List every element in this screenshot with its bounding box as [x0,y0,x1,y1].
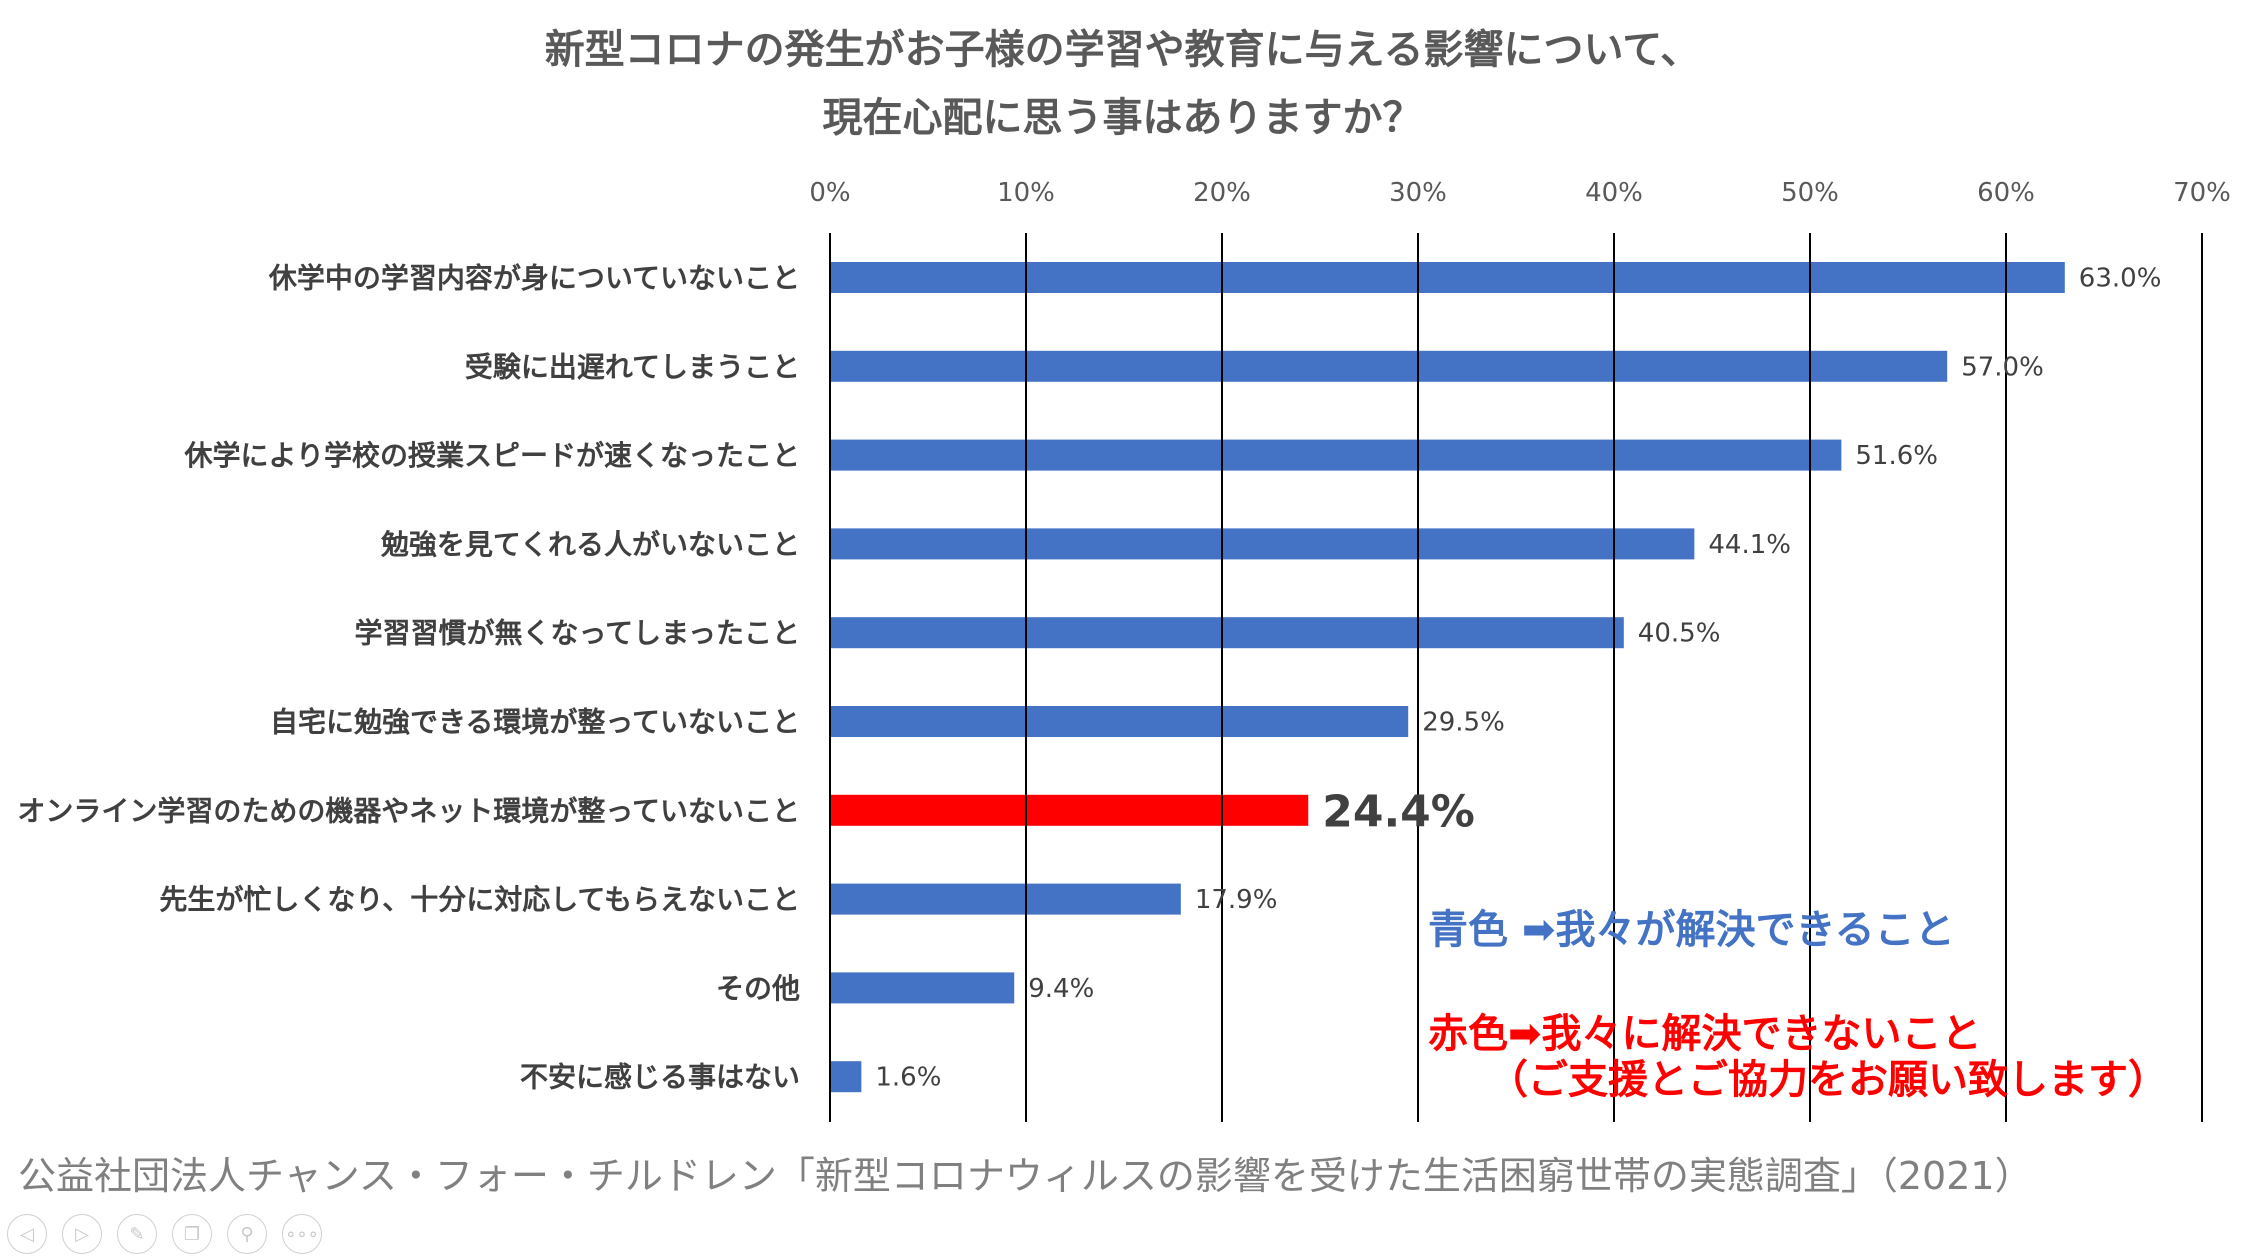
zoom-button[interactable]: ⚲ [227,1214,267,1254]
x-tick-label: 30% [1389,178,1447,208]
category-label: 休学中の学習内容が身についていないこと [268,262,800,295]
x-tick-label: 20% [1193,178,1251,208]
x-tick-label: 40% [1585,178,1643,208]
bar-3 [830,439,1842,471]
value-label: 24.4% [1322,786,1475,837]
chart-title-line1: 新型コロナの発生がお子様の学習や教育に与える影響について、 [544,27,1701,73]
chart-title-line2: 現在心配に思う事はありますか？ [822,95,1423,141]
x-tick-label: 60% [1977,178,2035,208]
value-labels-group: 63.0% 57.0% 51.6% 44.1% 40.5% 29.5% 24.4% 17.9%… [875,264,2161,1093]
value-label: 9.4% [1028,974,1094,1004]
pen-button[interactable]: ✎ [117,1214,157,1254]
category-label: 受験に出遅れてしまうこと [465,350,800,383]
category-label: 学習習慣が無くなってしまったこと [355,617,800,650]
pen-icon: ✎ [129,1223,145,1245]
value-label: 17.9% [1195,885,1278,915]
bars-group [830,262,2065,1093]
category-label: 休学により学校の授業スピードが速くなったこと [184,439,800,472]
more-options-button[interactable]: ∘∘∘ [282,1214,322,1254]
bar-2 [830,350,1948,382]
slides-overview-button[interactable]: ❐ [172,1214,212,1254]
legend-note-red: 赤色➡我々に解決できないこと [1428,1011,1982,1057]
gridlines-group [829,233,2203,1122]
category-label: 自宅に勉強できる環境が整っていないこと [270,706,800,739]
legend-note-blue: 青色 ➡我々が解決できること [1428,907,1955,953]
zoom-icon: ⚲ [240,1223,254,1245]
legend-note-red-request: （ご支援とご協力をお願い致します） [1488,1057,2168,1103]
source-citation: 公益社団法人チャンス・フォー・チルドレン「新型コロナウィルスの影響を受けた生活困… [18,1154,2033,1198]
bar-6 [830,706,1409,737]
x-tick-label: 0% [809,178,850,208]
x-tick-label: 10% [997,178,1055,208]
slideshow-controls: ◁ ▷ ✎ ❐ ⚲ ∘∘∘ [7,1214,322,1256]
category-label: 不安に感じる事はない [520,1061,800,1094]
bar-10 [830,1061,862,1093]
bar-4 [830,528,1695,560]
bar-7 [830,794,1309,826]
value-label: 29.5% [1422,708,1505,738]
category-label: 先生が忙しくなり、十分に対応してもらえないこと [159,883,800,916]
bar-8 [830,883,1181,915]
value-label: 40.5% [1638,619,1721,649]
bar-1 [830,262,2065,293]
value-label: 1.6% [875,1063,941,1093]
bar-5 [830,617,1624,649]
tick-labels-group: 0% 10% 20% 30% 40% 50% 60% 70% [809,178,2231,208]
category-label: 勉強を見てくれる人がいないこと [380,528,800,561]
value-label: 44.1% [1708,530,1791,560]
x-tick-label: 70% [2173,178,2231,208]
previous-slide-icon: ◁ [20,1223,34,1245]
slides-overview-icon: ❐ [183,1223,201,1245]
value-label: 57.0% [1961,352,2044,382]
next-slide-button[interactable]: ▷ [62,1214,102,1254]
x-tick-label: 50% [1781,178,1839,208]
category-label: その他 [716,972,800,1005]
previous-slide-button[interactable]: ◁ [7,1214,47,1254]
next-slide-icon: ▷ [75,1223,89,1245]
value-label: 63.0% [2079,264,2162,294]
more-options-icon: ∘∘∘ [285,1223,319,1245]
category-label: オンライン学習のための機器やネット環境が整っていないこと [17,794,800,827]
bar-9 [830,972,1015,1004]
category-labels-group: 休学中の学習内容が身についていないこと受験に出遅れてしまうこと休学により学校の授… [17,262,800,1094]
value-label: 51.6% [1855,441,1938,471]
